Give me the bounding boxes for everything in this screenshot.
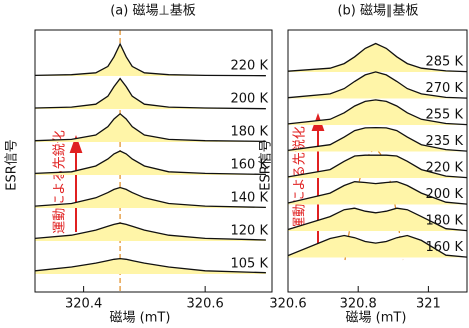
spectrum-line (287, 99, 468, 126)
panel-title: (b) 磁場∥基板 (337, 4, 418, 19)
area (288, 208, 467, 231)
spectrum-line (287, 234, 468, 258)
spectrum-line (34, 112, 266, 143)
series-label: 140 K (231, 191, 269, 206)
x-tick-label: 321 (416, 297, 441, 312)
spectrum-line (287, 154, 468, 179)
spectrum-line (34, 222, 266, 241)
area (288, 71, 467, 99)
y-axis-label: ESR信号 (5, 139, 20, 191)
series-label: 180 K (231, 125, 269, 140)
area (288, 155, 467, 178)
series-label: 120 K (231, 224, 269, 239)
series-label: 200 K (231, 92, 269, 107)
series-label: 200 K (426, 187, 464, 202)
x-tick-label: 320.4 (65, 297, 102, 312)
x-tick-label: 320.6 (187, 297, 224, 312)
y-axis-label: ESR信号 (259, 139, 274, 191)
area (35, 258, 266, 274)
plot-frame (287, 29, 468, 293)
arrow-head (69, 135, 83, 153)
annotation: 運動による先鋭化 (53, 130, 68, 234)
series-label: 160 K (426, 240, 464, 255)
spectrum-line (287, 126, 468, 152)
x-tick-label: 320.8 (340, 297, 377, 312)
spectrum-line (34, 257, 266, 274)
series-label: 160 K (231, 158, 269, 173)
plot-frame (34, 29, 273, 293)
x-axis-label: 磁場 (mT) (110, 311, 171, 326)
series-label: 270 K (426, 81, 464, 96)
series-label: 220 K (426, 161, 464, 176)
spectrum-line (34, 42, 266, 77)
series-label: 235 K (426, 134, 464, 149)
area (288, 181, 467, 205)
area (288, 43, 467, 72)
series-label: 255 K (426, 108, 464, 123)
area (35, 223, 266, 241)
spectrum-line (34, 150, 266, 176)
spectrum-line (34, 77, 266, 110)
spectrum-line (287, 181, 468, 205)
panel-title: (a) 磁場⊥基板 (110, 4, 196, 19)
spectrum-line (34, 186, 266, 209)
series-label: 285 K (426, 55, 464, 70)
spectrum-line (287, 71, 468, 99)
series-label: 180 K (426, 214, 464, 229)
series-label: 105 K (231, 257, 269, 272)
spectrum-line (287, 207, 468, 232)
area (35, 151, 266, 175)
area (35, 187, 266, 208)
x-tick-label: 320.6 (269, 297, 306, 312)
spectrum-line (287, 42, 468, 73)
series-label: 220 K (231, 59, 269, 74)
x-axis-label: 磁場 (mT) (346, 311, 407, 326)
